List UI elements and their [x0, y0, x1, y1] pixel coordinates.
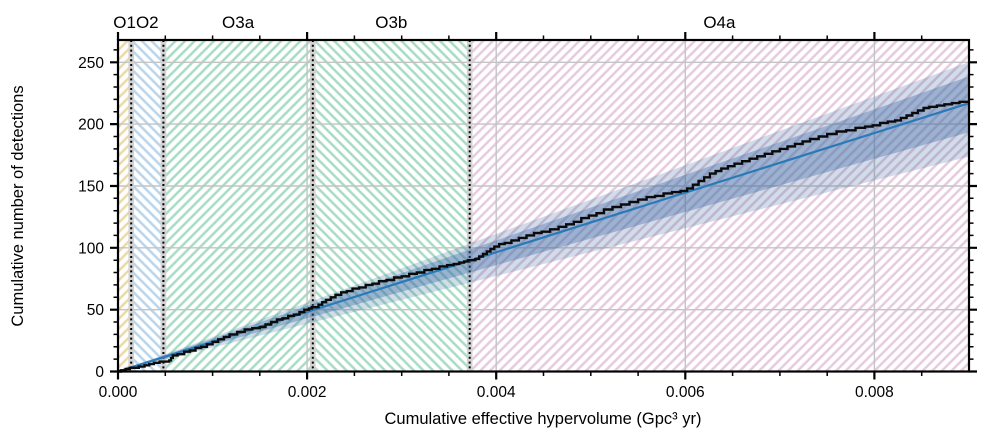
y-tick-label-50: 50 [87, 302, 105, 319]
x-tick-label-0.002: 0.002 [288, 384, 327, 401]
minor-ticks [113, 35, 974, 376]
outer-uncertainty-band [118, 62, 969, 372]
run-region-o2 [131, 40, 164, 372]
x-tick-label-0.008: 0.008 [855, 384, 894, 401]
run-gap-band [160, 40, 167, 372]
observing-run-regions [118, 40, 969, 372]
run-boundaries [128, 40, 473, 372]
run-region-o1 [118, 40, 132, 372]
run-region-o4a [469, 40, 969, 372]
run-label-o3a: O3a [222, 13, 255, 32]
x-tick-label-0.006: 0.006 [666, 384, 705, 401]
y-tick-label-250: 250 [78, 55, 104, 72]
y-tick-label-200: 200 [78, 117, 104, 134]
x-tick-label-0.000: 0.000 [99, 384, 138, 401]
y-tick-label-100: 100 [78, 240, 104, 257]
run-gap-band [310, 40, 316, 372]
run-gap-band [128, 40, 134, 372]
major-ticks [110, 32, 977, 380]
run-labels: O1 O2 O3a O3b O4a [113, 13, 736, 32]
x-tick-labels: 0.000 0.002 0.004 0.006 0.008 [99, 384, 894, 401]
run-region-o3b [312, 40, 470, 372]
run-label-o4a: O4a [703, 13, 736, 32]
y-tick-label-150: 150 [78, 179, 104, 196]
run-label-o1: O1 [113, 13, 136, 32]
y-axis-title: Cumulative number of detections [9, 85, 27, 326]
run-gap-band [466, 40, 473, 372]
y-tick-labels: 0 50 100 150 200 250 [78, 55, 104, 381]
run-label-o3b: O3b [375, 13, 407, 32]
x-tick-label-0.004: 0.004 [477, 384, 516, 401]
gridlines [118, 40, 969, 372]
x-axis-title: Cumulative effective hypervolume (Gpc³ y… [385, 410, 702, 428]
cumulative-detections-step-line [118, 100, 969, 373]
run-label-o2: O2 [136, 13, 159, 32]
y-tick-label-0: 0 [95, 364, 104, 381]
